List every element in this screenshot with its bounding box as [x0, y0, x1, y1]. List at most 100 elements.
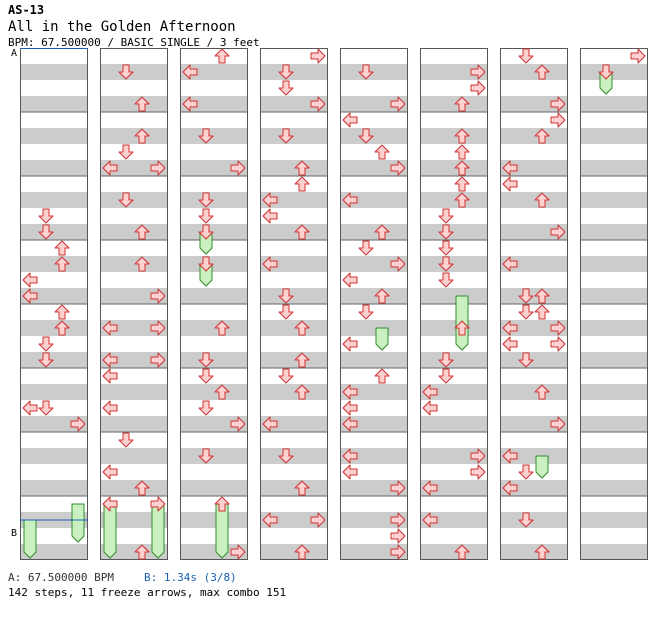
step-arrow-down — [438, 368, 454, 384]
step-arrow-up — [54, 304, 70, 320]
step-arrow-right — [230, 544, 246, 560]
row-stripe — [100, 416, 168, 432]
row-stripe — [20, 192, 88, 208]
step-arrow-left — [502, 176, 518, 192]
step-arrow-left — [342, 192, 358, 208]
row-stripe — [500, 544, 568, 560]
step-arrow-up — [294, 176, 310, 192]
row-stripe — [580, 384, 648, 400]
row-stripe — [100, 160, 168, 176]
step-arrow-up — [134, 128, 150, 144]
step-arrow-up — [294, 352, 310, 368]
step-arrow-down — [118, 192, 134, 208]
step-chart — [20, 48, 648, 560]
step-arrow-left — [22, 272, 38, 288]
row-stripe — [340, 480, 408, 496]
freeze-arrow-up — [215, 503, 229, 559]
step-arrow-up — [294, 384, 310, 400]
step-arrow-down — [438, 272, 454, 288]
step-arrow-up — [294, 544, 310, 560]
row-stripe — [180, 160, 248, 176]
row-stripe — [420, 96, 488, 112]
row-stripe — [420, 416, 488, 432]
row-stripe — [20, 480, 88, 496]
step-arrow-down — [358, 128, 374, 144]
step-arrow-left — [262, 512, 278, 528]
row-stripe — [340, 224, 408, 240]
row-stripe — [500, 288, 568, 304]
step-arrow-left — [502, 320, 518, 336]
step-arrow-up — [214, 320, 230, 336]
step-arrow-down — [438, 256, 454, 272]
step-arrow-down — [598, 64, 614, 80]
row-stripe — [20, 352, 88, 368]
row-stripe — [420, 192, 488, 208]
step-arrow-right — [150, 496, 166, 512]
row-stripe — [20, 96, 88, 112]
row-stripe — [180, 224, 248, 240]
step-arrow-left — [182, 64, 198, 80]
row-stripe — [260, 288, 328, 304]
step-arrow-down — [438, 208, 454, 224]
row-stripe — [260, 96, 328, 112]
step-arrow-right — [550, 112, 566, 128]
step-arrow-left — [22, 288, 38, 304]
row-stripe — [180, 288, 248, 304]
row-stripe — [340, 544, 408, 560]
row-stripe — [500, 96, 568, 112]
step-arrow-right — [310, 48, 326, 64]
column-border — [500, 48, 568, 560]
step-arrow-up — [534, 288, 550, 304]
row-stripe — [260, 480, 328, 496]
step-arrow-up — [374, 368, 390, 384]
row-stripe — [100, 384, 168, 400]
step-arrow-right — [630, 48, 646, 64]
step-arrow-down — [278, 288, 294, 304]
row-stripe — [100, 192, 168, 208]
row-stripe — [340, 256, 408, 272]
row-stripe — [260, 192, 328, 208]
step-arrow-up — [374, 224, 390, 240]
row-stripe — [340, 384, 408, 400]
row-stripe — [500, 448, 568, 464]
row-stripe — [180, 480, 248, 496]
row-stripe — [580, 512, 648, 528]
row-stripe — [260, 160, 328, 176]
row-stripe — [340, 160, 408, 176]
step-arrow-left — [342, 384, 358, 400]
marker-b-label: B — [11, 528, 18, 539]
row-stripe — [180, 192, 248, 208]
step-arrow-down — [278, 304, 294, 320]
row-stripe — [580, 480, 648, 496]
step-arrow-down — [198, 448, 214, 464]
row-stripe — [20, 384, 88, 400]
row-stripe — [420, 320, 488, 336]
step-arrow-up — [454, 144, 470, 160]
row-stripe — [260, 128, 328, 144]
row-stripe — [500, 64, 568, 80]
row-stripe — [180, 352, 248, 368]
row-stripe — [500, 256, 568, 272]
step-arrow-left — [182, 96, 198, 112]
step-arrow-down — [38, 400, 54, 416]
row-stripe — [580, 64, 648, 80]
step-arrow-down — [198, 192, 214, 208]
step-arrow-up — [374, 144, 390, 160]
column-border — [100, 48, 168, 560]
row-stripe — [500, 480, 568, 496]
step-arrow-right — [150, 320, 166, 336]
step-arrow-down — [278, 368, 294, 384]
step-arrow-down — [198, 208, 214, 224]
step-arrow-left — [262, 192, 278, 208]
step-arrow-right — [470, 464, 486, 480]
step-arrow-up — [134, 256, 150, 272]
row-stripe — [420, 544, 488, 560]
row-stripe — [580, 128, 648, 144]
step-arrow-left — [102, 464, 118, 480]
step-arrow-left — [342, 336, 358, 352]
row-stripe — [420, 512, 488, 528]
step-arrow-down — [518, 464, 534, 480]
row-stripe — [500, 352, 568, 368]
row-stripe — [340, 288, 408, 304]
step-arrow-right — [390, 544, 406, 560]
